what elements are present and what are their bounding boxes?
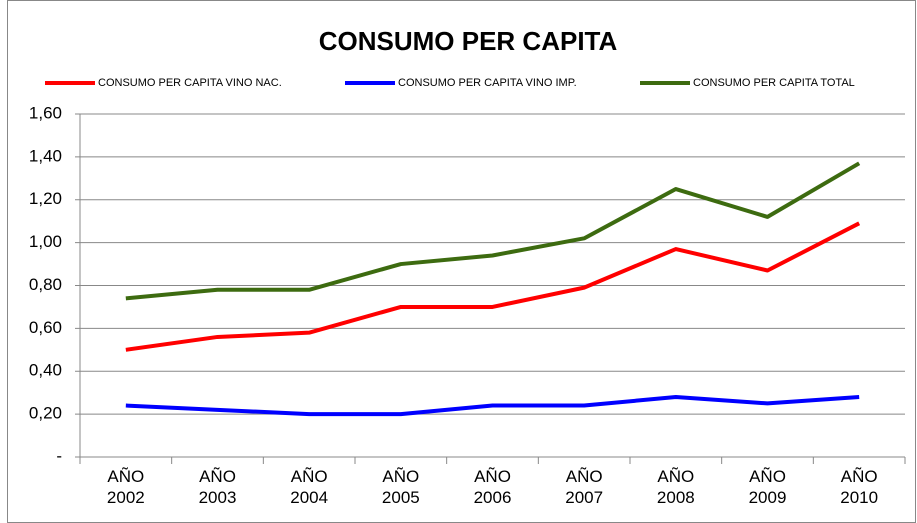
chart-title: CONSUMO PER CAPITA [319,26,618,56]
series-line [125,161,861,301]
y-tick-label: 0,40 [29,361,62,380]
x-tick-label: AÑO 2007 [565,467,604,507]
x-tick-label: AÑO 2005 [381,467,420,507]
x-tick-label: AÑO 2006 [473,467,512,507]
x-tick-label: AÑO 2010 [840,467,879,507]
y-tick-label: 1,40 [29,146,62,165]
series-line [125,394,860,417]
legend-label: CONSUMO PER CAPITA VINO IMP. [398,77,577,89]
x-tick-label: AÑO 2008 [656,467,695,507]
y-tick-label: 0,80 [29,275,62,294]
x-tick-label: AÑO 2002 [106,467,145,507]
x-tick-label: AÑO 2003 [198,467,237,507]
y-tick-label: 1,00 [29,232,62,251]
series-line [125,221,861,352]
y-tick-label: 0,60 [29,318,62,337]
y-tick-label: 0,20 [29,404,62,423]
y-tick-label: - [56,446,62,465]
y-tick-label: 1,60 [29,103,62,122]
legend-label: CONSUMO PER CAPITA TOTAL [693,77,855,89]
legend-label: CONSUMO PER CAPITA VINO NAC. [98,77,282,89]
chart-border [7,0,916,523]
x-tick-label: AÑO 2009 [748,467,787,507]
y-tick-label: 1,20 [29,189,62,208]
x-tick-label: AÑO 2004 [290,467,329,507]
